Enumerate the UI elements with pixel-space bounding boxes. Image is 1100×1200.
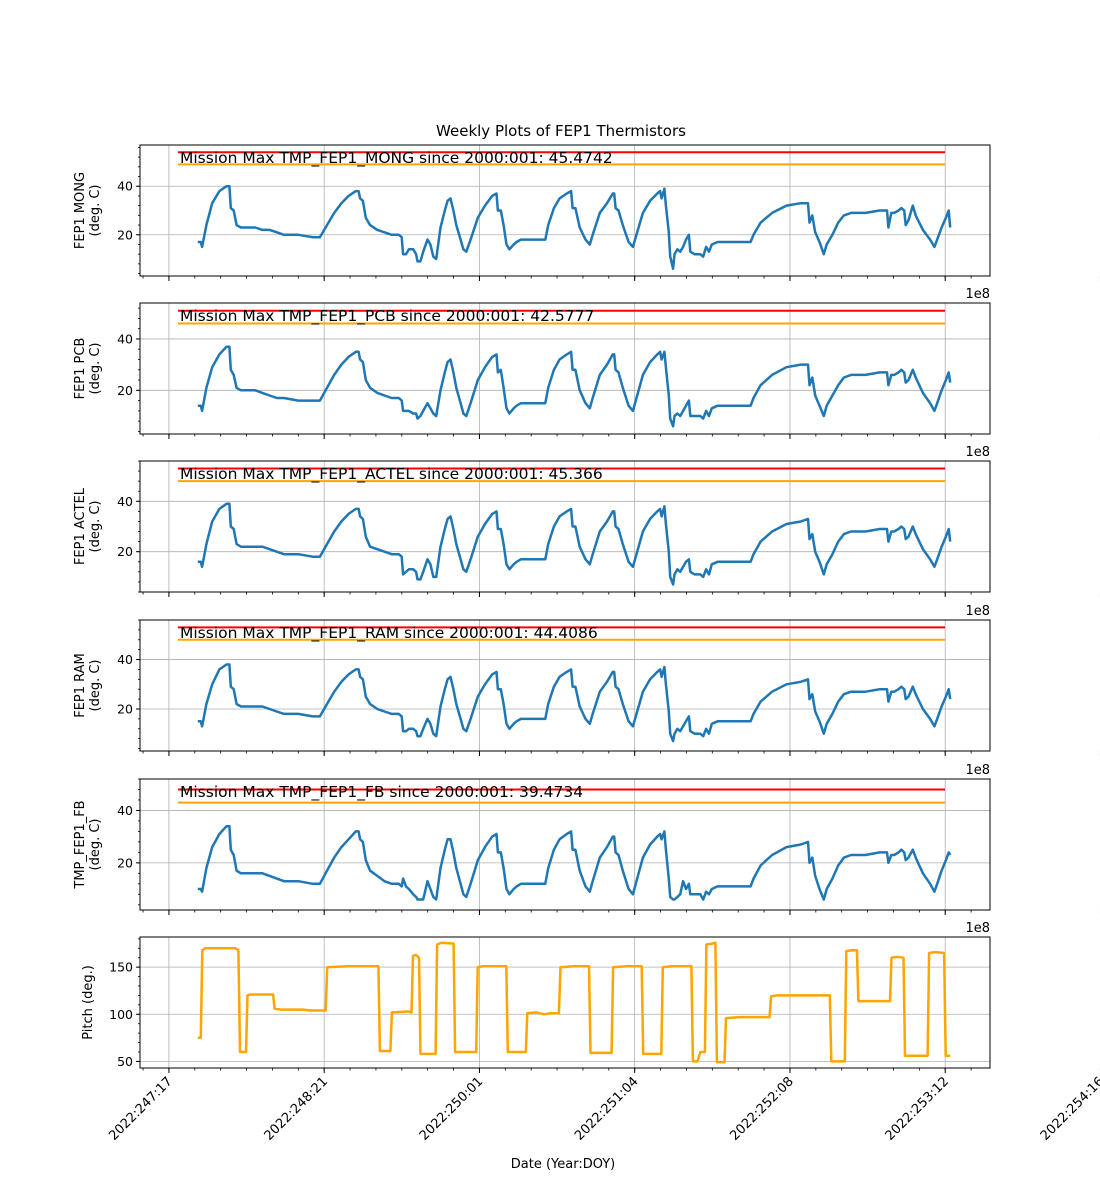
- mission-max-annotation: Mission Max TMP_FEP1_ACTEL since 2000:00…: [180, 465, 603, 484]
- mission-max-annotation: Mission Max TMP_FEP1_RAM since 2000:001:…: [180, 624, 598, 643]
- y-axis-label: (deg. C): [88, 819, 103, 871]
- pitch-series-line: [197, 941, 951, 1064]
- y-axis-label: FEP1 MONG: [73, 172, 88, 249]
- y-axis-label: FEP1 RAM: [73, 653, 88, 718]
- mission-max-annotation: Mission Max TMP_FEP1_MONG since 2000:001…: [180, 149, 613, 168]
- y-axis-label: (deg. C): [88, 660, 103, 712]
- axes-frame: [139, 936, 991, 1069]
- y-tick-label: 100: [109, 1007, 133, 1022]
- y-tick-label: 150: [109, 960, 133, 975]
- axes-frame: [139, 144, 991, 277]
- x-offset-text: 1e8: [965, 604, 990, 619]
- axes-frame: [139, 302, 991, 435]
- y-axis-label: (deg. C): [88, 185, 103, 237]
- y-axis-label: (deg. C): [88, 343, 103, 395]
- mission-max-annotation: Mission Max TMP_FEP1_PCB since 2000:001:…: [180, 307, 594, 326]
- y-tick-label: 20: [117, 544, 133, 559]
- y-axis-label: (deg. C): [88, 501, 103, 553]
- axes-frame: [139, 460, 991, 593]
- subplot-6: 50 100 150 Pitch (deg.) 1e8: [81, 921, 1100, 1073]
- axes-frame: [139, 619, 991, 752]
- y-tick-label: 40: [117, 803, 133, 818]
- y-axis-label: FEP1 PCB: [73, 338, 88, 400]
- figure-title: Weekly Plots of FEP1 Thermistors: [436, 122, 686, 140]
- axes-frame: [139, 778, 991, 911]
- temperature-series-line: [197, 345, 952, 428]
- y-axis-label: FEP1 ACTEL: [73, 487, 88, 565]
- y-tick-label: 40: [117, 494, 133, 509]
- y-tick-label: 40: [117, 331, 133, 346]
- mission-max-annotation: Mission Max TMP_FEP1_FB since 2000:001: …: [180, 783, 583, 802]
- subplot-3: 20 40 FEP1 ACTEL (deg. C) Mission Max TMP_FE…: [73, 445, 1100, 597]
- x-offset-text: 1e8: [965, 921, 990, 936]
- x-offset-text: 1e8: [965, 287, 990, 302]
- temperature-series-line: [197, 824, 952, 901]
- y-tick-label: 20: [117, 855, 133, 870]
- x-offset-text: 1e8: [965, 763, 990, 778]
- temperature-series-line: [197, 663, 952, 743]
- y-tick-label: 40: [117, 179, 133, 194]
- subplot-4: 20 40 FEP1 RAM (deg. C) Mission Max TMP_FEP1…: [73, 604, 1100, 756]
- y-axis-label: TMP_FEP1_FB: [73, 800, 88, 889]
- temperature-series-line: [197, 502, 952, 586]
- y-tick-label: 40: [117, 652, 133, 667]
- y-axis-label: Pitch (deg.): [81, 965, 96, 1040]
- subplot-2: 20 40 FEP1 PCB (deg. C) Mission Max TMP_FEP1…: [73, 287, 1100, 439]
- y-tick-label: 50: [117, 1054, 133, 1069]
- y-tick-label: 20: [117, 383, 133, 398]
- y-tick-label: 20: [117, 701, 133, 716]
- y-tick-label: 20: [117, 227, 133, 242]
- temperature-series-line: [197, 184, 952, 270]
- x-offset-text: 1e8: [965, 445, 990, 460]
- x-axis-label: Date (Year:DOY): [511, 1157, 616, 1172]
- subplot-1: 20 40 FEP1 MONG (deg. C) Mission Max TMP_FEP…: [73, 144, 1100, 281]
- subplot-5: 20 40 TMP_FEP1_FB (deg. C) Mission Max TMP_F…: [73, 763, 1100, 915]
